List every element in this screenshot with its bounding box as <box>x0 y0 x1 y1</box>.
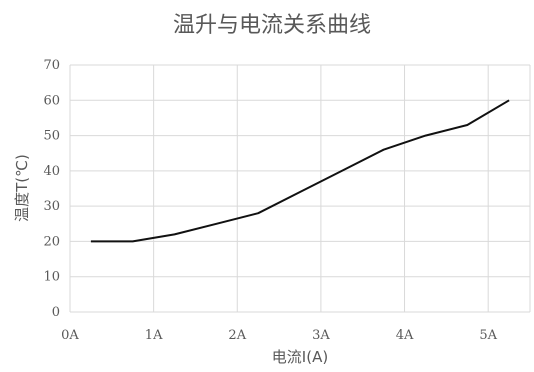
y-tick-label: 60 <box>43 93 60 108</box>
series-line <box>90 99 510 243</box>
y-tick-label: 70 <box>43 58 60 73</box>
series-group <box>90 99 510 243</box>
y-axis-ticks: 0 10 20 30 40 50 60 70 <box>43 58 60 320</box>
y-tick-label: 0 <box>52 305 60 320</box>
x-axis-ticks: 0A 1A 2A 3A 4A 5A <box>61 328 497 343</box>
x-tick-label: 3A <box>312 328 330 343</box>
chart-title: 温升与电流关系曲线 <box>173 13 371 38</box>
x-axis-label: 电流I(A) <box>272 348 328 366</box>
x-tick-label: 5A <box>479 328 497 343</box>
y-axis-label: 温度T(℃) <box>13 154 31 222</box>
y-tick-label: 10 <box>43 270 60 285</box>
x-tick-label: 0A <box>61 328 79 343</box>
y-tick-label: 30 <box>43 199 60 214</box>
x-tick-label: 1A <box>145 328 163 343</box>
y-tick-label: 40 <box>43 164 60 179</box>
y-tick-label: 20 <box>43 234 60 249</box>
x-tick-label: 4A <box>396 328 414 343</box>
x-tick-label: 2A <box>228 328 246 343</box>
y-tick-label: 50 <box>43 129 60 144</box>
grid <box>69 64 531 313</box>
